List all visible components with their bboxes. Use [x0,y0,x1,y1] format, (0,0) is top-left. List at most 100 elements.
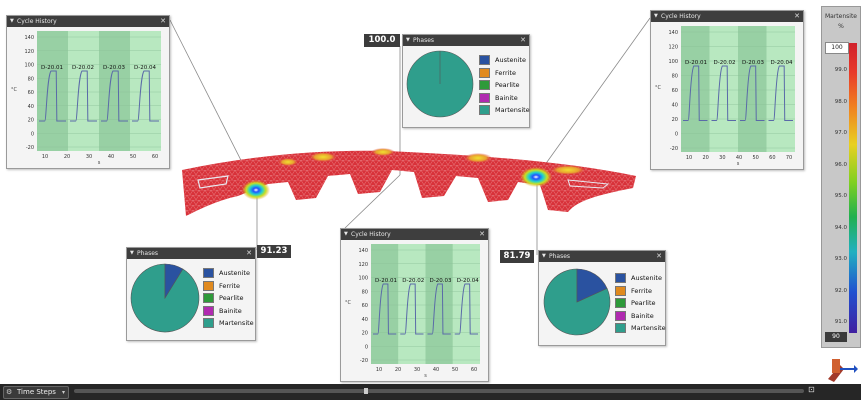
y-tick-label: 100 [358,276,368,282]
pie-slice-austenite [164,263,184,300]
y-tick-label: 60 [672,88,678,94]
x-tick-label: 30 [86,154,92,160]
y-tick-label: 100 [668,59,678,65]
cycle-label: D-20.04 [134,65,156,71]
close-icon[interactable]: ✕ [520,36,526,44]
panel-title-bar[interactable]: ▼ Cycle History ✕ [7,16,169,27]
panel-title: Cycle History [351,231,391,238]
legend-label: Bainite [219,306,242,315]
close-icon[interactable]: ✕ [794,12,800,20]
cycle-curve [683,65,708,121]
x-tick-label: 10 [376,367,382,373]
legend-item: Austenite [479,55,526,65]
legend-item: Ferrite [615,285,652,296]
cycle-curve [39,70,66,122]
phases-pie-chart [406,50,474,118]
x-tick-label: 60 [152,154,158,160]
x-tick-label: 40 [736,155,742,161]
x-tick-label: 70 [786,155,792,161]
cycle-history-panel-left[interactable]: ▼ Cycle History ✕ °C 140 120 100 80 60 40 20 0 -2… [6,15,170,169]
part-mesh-view[interactable] [178,140,640,225]
legend-swatch [479,92,490,103]
legend-item: Martensite [203,318,254,328]
y-tick-label: -20 [26,145,34,151]
y-axis-label: °C [655,85,662,91]
legend-swatch [479,67,490,78]
time-steps-dropdown[interactable]: ⚙ Time Steps ▾ [3,386,69,399]
cycle-label: D-20.01 [375,278,397,284]
legend-swatch [479,55,490,65]
cycle-curve [740,65,765,121]
cycle-band [398,244,426,364]
legend-item: Bainite [615,310,654,321]
axis-triad-icon[interactable] [822,355,858,383]
cycle-label: D-20.02 [72,65,94,71]
colorbar-max-input[interactable]: 100 [825,42,849,54]
collapse-triangle-icon[interactable]: ▼ [344,231,348,237]
close-icon[interactable]: ✕ [656,252,662,260]
colorbar-tick-label: 95.0 [834,193,847,199]
cycle-band [709,26,738,152]
legend-swatch [615,310,626,321]
collapse-triangle-icon[interactable]: ▼ [654,13,658,19]
collapse-triangle-icon[interactable]: ▼ [406,37,410,43]
time-slider-track[interactable] [74,388,804,394]
colorbar-gradient [849,43,857,333]
phases-pie-chart [130,263,200,333]
y-tick-label: 140 [668,30,678,36]
legend-swatch [203,305,214,316]
legend-label: Pearlite [219,294,244,302]
cycle-history-panel-right[interactable]: ▼ Cycle History ✕ °C 140 120 100 80 60 40 20 0 -2… [650,10,804,170]
phases-panel-right[interactable]: ▼ Phases ✕ Austenite Ferrite Pearlite Baini… [538,250,666,346]
collapse-triangle-icon[interactable]: ▼ [130,250,134,256]
close-icon[interactable]: ✕ [160,17,166,25]
colorbar-tick-label: 94.0 [834,224,847,231]
phases-panel-top[interactable]: ▼ Phases ✕ Austenite Ferrite Pearlite Baini… [402,34,530,128]
legend-swatch [615,323,626,333]
y-tick-label: 140 [358,248,368,254]
legend-label: Martensite [219,319,254,327]
panel-title-bar[interactable]: ▼ Phases ✕ [403,35,529,46]
cycle-band [738,26,767,152]
close-icon[interactable]: ✕ [246,249,252,257]
pie-slice-austenite [576,268,608,303]
legend-swatch [479,80,490,90]
cycle-history-panel-middle[interactable]: ▼ Cycle History ✕ °C 140 120 100 80 60 40 20 0 -2… [340,228,489,382]
colorbar-min-input[interactable]: 90 [825,332,847,342]
cycle-band [130,31,161,151]
y-tick-label: 40 [672,103,678,109]
phases-legend: Austenite Ferrite Pearlite Bainite Martensit… [615,273,666,343]
phases-panel-left[interactable]: ▼ Phases ✕ Austenite Ferrite Pearlite Baini… [126,247,256,341]
legend-label: Pearlite [631,299,656,307]
cycle-curve [768,65,793,121]
record-icon[interactable]: ⊡ [808,385,815,394]
panel-title-bar[interactable]: ▼ Cycle History ✕ [651,11,803,22]
panel-title-bar[interactable]: ▼ Phases ✕ [127,248,255,259]
legend-item: Ferrite [479,67,516,78]
legend-label: Austenite [495,56,526,64]
x-tick-label: 40 [108,154,114,160]
colorbar-panel: Martensite % 100 99.0 98.0 97.0 96.0 95.0 94.… [821,6,861,348]
cycle-curve [70,70,97,122]
panel-title-bar[interactable]: ▼ Phases ✕ [539,251,665,262]
x-tick-label: 40 [433,367,439,373]
collapse-triangle-icon[interactable]: ▼ [10,18,14,24]
cycle-label: D-20.02 [402,278,424,284]
panel-title-bar[interactable]: ▼ Cycle History ✕ [341,229,488,240]
legend-item: Ferrite [203,280,240,291]
legend-item: Pearlite [615,298,656,308]
y-tick-label: 40 [362,317,368,323]
cycle-label: D-20.03 [430,278,452,284]
cycle-curve [400,283,424,335]
chevron-down-icon[interactable]: ▾ [61,389,65,396]
time-slider-handle[interactable] [364,388,368,394]
legend-item: Martensite [615,323,666,333]
close-icon[interactable]: ✕ [479,230,485,238]
x-tick-label: 10 [686,155,692,161]
cycle-curve [427,283,451,335]
collapse-triangle-icon[interactable]: ▼ [542,253,546,259]
cycle-history-chart: °C 140 120 100 80 60 40 20 0 -20 10 20 30 40 50 60 s D-20… [11,31,161,166]
y-tick-label: 60 [362,303,368,309]
legend-item: Martensite [479,105,530,115]
settings-icon[interactable]: ⚙ [6,388,13,396]
